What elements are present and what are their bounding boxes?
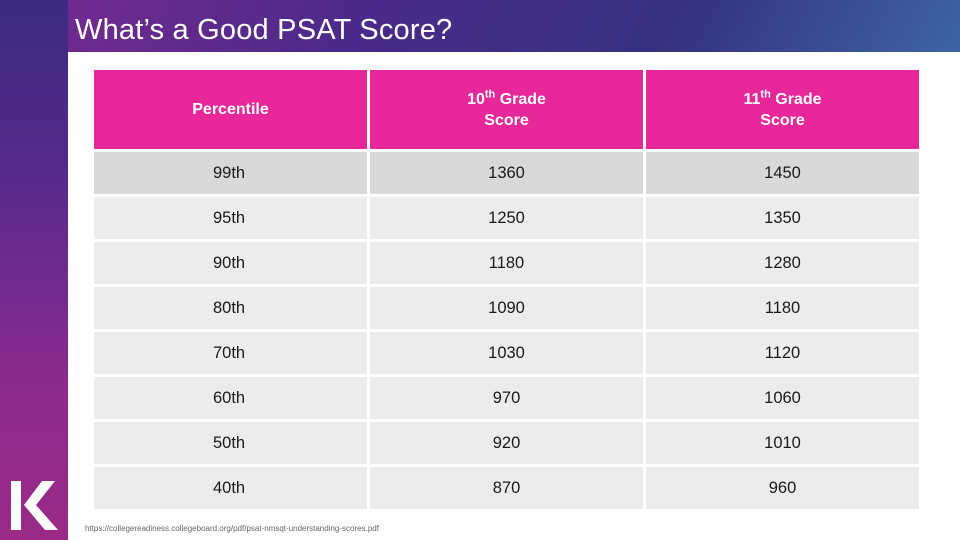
header-10th-grade: 10th Grade Score bbox=[370, 70, 643, 149]
grade10-score-cell: 1030 bbox=[370, 332, 643, 374]
percentile-cell: 40th bbox=[94, 467, 367, 509]
table-row: 40th 870 960 bbox=[94, 467, 919, 509]
percentile-cell: 90th bbox=[94, 242, 367, 284]
grade10-score-cell: 1090 bbox=[370, 287, 643, 329]
table-row: 99th 1360 1450 bbox=[94, 152, 919, 194]
table-row: 70th 1030 1120 bbox=[94, 332, 919, 374]
grade11-score-cell: 1280 bbox=[646, 242, 919, 284]
k-logo-icon bbox=[11, 481, 58, 530]
left-decorative-band bbox=[0, 0, 68, 540]
grade11-score-cell: 1060 bbox=[646, 377, 919, 419]
header-11th-number: 11 bbox=[743, 90, 761, 108]
header-11th-suffix: th bbox=[760, 88, 771, 101]
grade11-score-cell: 1450 bbox=[646, 152, 919, 194]
grade10-score-cell: 1180 bbox=[370, 242, 643, 284]
source-citation: https://collegereadiness.collegeboard.or… bbox=[85, 524, 379, 533]
table-header-row: Percentile 10th Grade Score 11th Grade S… bbox=[94, 70, 919, 149]
grade11-score-cell: 1010 bbox=[646, 422, 919, 464]
percentile-cell: 70th bbox=[94, 332, 367, 374]
table-row: 95th 1250 1350 bbox=[94, 197, 919, 239]
percentile-cell: 60th bbox=[94, 377, 367, 419]
grade10-score-cell: 870 bbox=[370, 467, 643, 509]
header-10th-score-word: Score bbox=[484, 111, 529, 129]
header-11th-score-word: Score bbox=[760, 111, 805, 129]
header-11th-grade-word: Grade bbox=[770, 90, 822, 108]
table-row: 60th 970 1060 bbox=[94, 377, 919, 419]
header-10th-number: 10 bbox=[467, 90, 485, 108]
grade10-score-cell: 1360 bbox=[370, 152, 643, 194]
header-percentile: Percentile bbox=[94, 70, 367, 149]
table-row: 90th 1180 1280 bbox=[94, 242, 919, 284]
grade11-score-cell: 1350 bbox=[646, 197, 919, 239]
grade10-score-cell: 970 bbox=[370, 377, 643, 419]
percentile-cell: 99th bbox=[94, 152, 367, 194]
header-percentile-label: Percentile bbox=[192, 101, 269, 118]
header-10th-suffix: th bbox=[484, 88, 496, 101]
grade11-score-cell: 1180 bbox=[646, 287, 919, 329]
percentile-cell: 80th bbox=[94, 287, 367, 329]
table-row: 50th 920 1010 bbox=[94, 422, 919, 464]
slide-title: What’s a Good PSAT Score? bbox=[75, 14, 453, 46]
grade10-score-cell: 920 bbox=[370, 422, 643, 464]
header-10th-grade-word: Grade bbox=[495, 90, 546, 108]
grade11-score-cell: 1120 bbox=[646, 332, 919, 374]
psat-score-table: Percentile 10th Grade Score 11th Grade S… bbox=[91, 67, 922, 512]
header-11th-grade: 11th Grade Score bbox=[646, 70, 919, 149]
percentile-cell: 95th bbox=[94, 197, 367, 239]
table-row: 80th 1090 1180 bbox=[94, 287, 919, 329]
grade11-score-cell: 960 bbox=[646, 467, 919, 509]
grade10-score-cell: 1250 bbox=[370, 197, 643, 239]
percentile-cell: 50th bbox=[94, 422, 367, 464]
